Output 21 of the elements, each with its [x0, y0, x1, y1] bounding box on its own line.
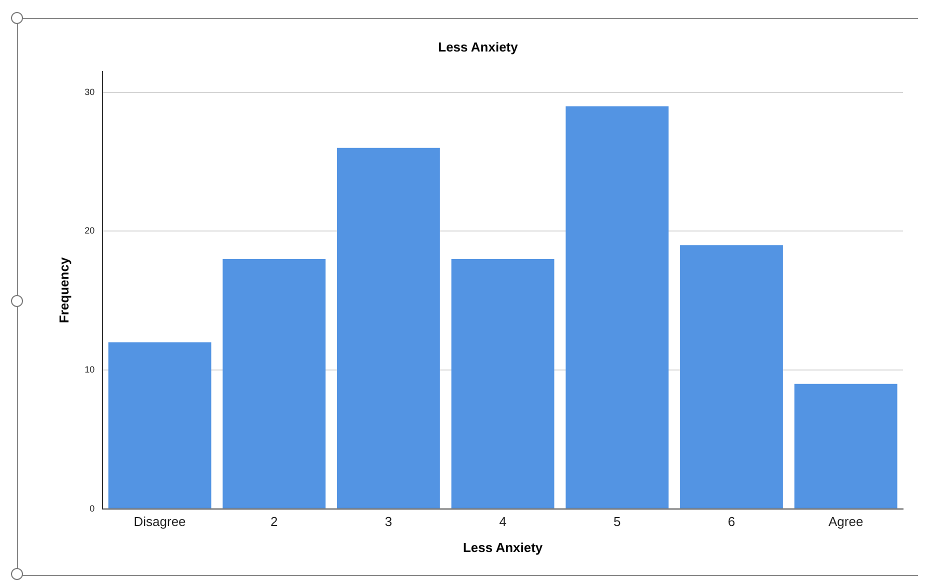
x-tick-label: 6: [728, 514, 736, 530]
bar: [680, 245, 783, 508]
y-tick-label: 20: [84, 226, 95, 236]
x-tick-label: 5: [614, 514, 621, 530]
x-tick-label: 2: [270, 514, 278, 530]
y-tick-label: 30: [84, 86, 95, 97]
bar: [451, 258, 554, 508]
x-tick-label: Agree: [828, 514, 864, 530]
y-axis-title: Frequency: [56, 256, 72, 324]
bar: [566, 106, 669, 508]
y-tick-label: 0: [90, 503, 95, 514]
bar: [222, 258, 326, 508]
bar: [794, 384, 898, 508]
y-tick-label: 10: [84, 364, 95, 374]
bar: [108, 342, 212, 508]
x-tick-label: 4: [499, 514, 506, 530]
bar: [337, 148, 440, 508]
chart-title: Less Anxiety: [438, 39, 519, 54]
x-axis-title: Less Anxiety: [462, 540, 544, 555]
x-tick-label: 3: [384, 514, 392, 530]
x-tick-label: Disagree: [134, 514, 186, 530]
